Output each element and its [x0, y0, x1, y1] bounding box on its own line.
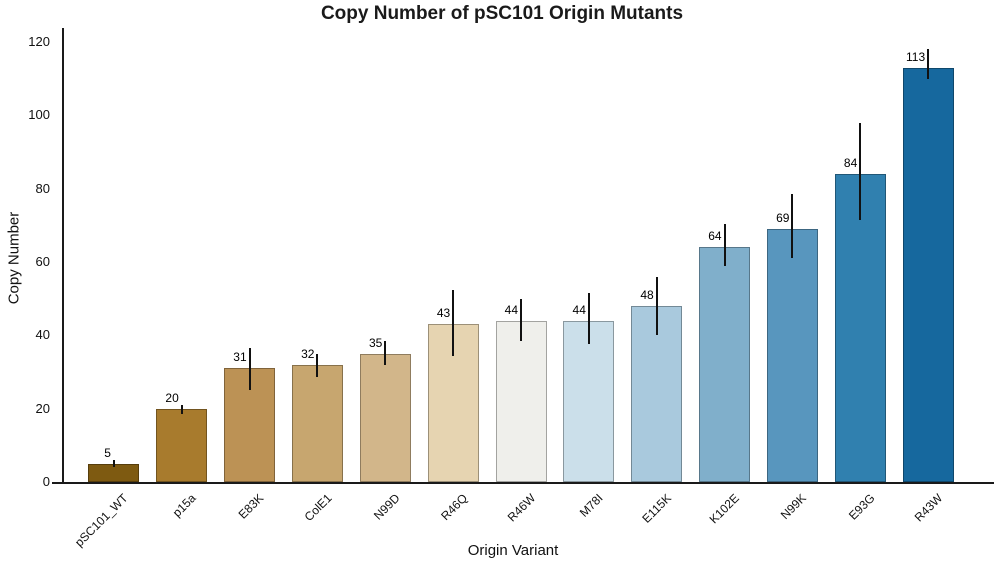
bar-value-label: 20 [165, 390, 179, 405]
x-tick-label: E93G [845, 491, 878, 523]
error-bar [520, 298, 523, 341]
bar-value-label: 44 [572, 302, 586, 317]
error-bar [859, 122, 862, 220]
bar-value-label: 31 [233, 350, 247, 365]
bar [291, 364, 343, 482]
y-tick-label: 60 [35, 254, 50, 269]
error-bar [655, 276, 658, 336]
bar [563, 320, 615, 482]
bar-value-label: 35 [368, 335, 383, 350]
x-tick-label: p15a [169, 491, 199, 520]
error-bar [180, 405, 183, 415]
y-tick-label: 40 [35, 327, 50, 343]
x-tick-label: E115K [638, 491, 674, 526]
y-tick-label: 80 [35, 180, 50, 196]
bar-value-label: 69 [776, 211, 790, 225]
x-tick-label: M78I [577, 491, 606, 520]
bar-value-label: 64 [708, 229, 722, 244]
error-bar [248, 348, 251, 391]
x-tick-label: R46Q [438, 491, 471, 524]
x-tick-label: N99K [778, 491, 810, 523]
y-tick-label: 0 [42, 474, 50, 489]
bar-value-label: 5 [104, 445, 111, 460]
error-bar [587, 293, 590, 345]
x-tick-label: R43W [911, 491, 946, 525]
x-axis-line [52, 482, 994, 484]
x-tick-label: K102E [706, 491, 742, 527]
bar [495, 320, 547, 482]
error-bar [452, 289, 455, 356]
bar [834, 174, 886, 482]
bar [156, 408, 208, 482]
error-bar [112, 460, 115, 468]
error-bar [384, 340, 387, 365]
y-axis-label: Copy Number [5, 211, 23, 305]
bar [699, 247, 751, 482]
bar [766, 229, 818, 482]
error-bar [791, 194, 794, 259]
bar [902, 67, 954, 482]
bar-value-label: 84 [843, 156, 858, 170]
y-axis-line [62, 28, 64, 484]
bar [631, 306, 683, 482]
error-bar [927, 49, 930, 79]
x-tick-label: pSC101_WT [72, 491, 131, 550]
y-tick-label: 120 [28, 34, 50, 49]
x-tick-label: E83K [235, 491, 267, 522]
bar-value-label: 113 [905, 49, 926, 64]
x-tick-label: R46W [504, 491, 538, 525]
chart-title: Copy Number of pSC101 Origin Mutants [320, 3, 684, 24]
error-bar [723, 223, 726, 266]
y-tick-label: 100 [28, 107, 50, 123]
bar-value-label: 32 [301, 346, 315, 361]
bar-value-label: 43 [436, 306, 451, 321]
bar [359, 353, 411, 482]
x-tick-label: ColE1 [301, 491, 335, 525]
bar-value-label: 48 [640, 288, 654, 302]
error-bar [316, 353, 319, 378]
bar-value-label: 44 [504, 302, 519, 317]
x-tick-label: N99D [370, 491, 403, 523]
x-axis-label: Origin Variant [467, 542, 559, 559]
y-tick-label: 20 [35, 400, 50, 416]
